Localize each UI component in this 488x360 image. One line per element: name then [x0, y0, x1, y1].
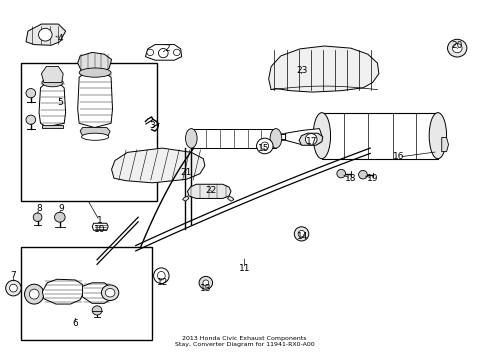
- Ellipse shape: [298, 230, 305, 238]
- Text: 19: 19: [366, 174, 378, 183]
- Polygon shape: [92, 223, 108, 230]
- Text: 2013 Honda Civic Exhaust Components
Stay, Converter Diagram for 11941-RX0-A00: 2013 Honda Civic Exhaust Components Stay…: [174, 336, 314, 347]
- Text: 17: 17: [306, 136, 317, 145]
- Text: 5: 5: [57, 98, 62, 107]
- Text: 12: 12: [156, 278, 168, 287]
- Polygon shape: [78, 53, 111, 74]
- Ellipse shape: [173, 49, 180, 55]
- Text: 14: 14: [296, 232, 307, 241]
- Ellipse shape: [157, 271, 165, 280]
- Polygon shape: [39, 82, 65, 127]
- Ellipse shape: [81, 133, 108, 140]
- Ellipse shape: [312, 113, 330, 159]
- Ellipse shape: [158, 49, 168, 58]
- Ellipse shape: [146, 49, 153, 55]
- Ellipse shape: [92, 306, 102, 315]
- Ellipse shape: [199, 276, 212, 289]
- Text: 23: 23: [296, 66, 307, 75]
- Ellipse shape: [24, 284, 44, 304]
- Polygon shape: [26, 24, 65, 45]
- Text: 18: 18: [345, 174, 356, 183]
- Ellipse shape: [294, 227, 308, 241]
- Text: 4: 4: [58, 34, 63, 43]
- Bar: [21, 247, 151, 339]
- Polygon shape: [111, 148, 204, 183]
- Text: 15: 15: [258, 144, 269, 153]
- Text: 1: 1: [97, 216, 102, 225]
- Ellipse shape: [358, 170, 366, 179]
- Polygon shape: [78, 73, 112, 127]
- Ellipse shape: [153, 268, 169, 283]
- Ellipse shape: [79, 68, 111, 77]
- Text: 2: 2: [164, 44, 170, 53]
- Ellipse shape: [105, 288, 115, 297]
- Ellipse shape: [54, 212, 65, 222]
- Ellipse shape: [451, 44, 461, 53]
- Ellipse shape: [42, 78, 63, 87]
- Polygon shape: [41, 67, 63, 82]
- Ellipse shape: [33, 213, 42, 221]
- Bar: [191, 129, 275, 148]
- Text: 11: 11: [238, 264, 250, 273]
- Ellipse shape: [10, 284, 17, 292]
- Text: 9: 9: [58, 204, 63, 213]
- Polygon shape: [80, 127, 110, 136]
- Polygon shape: [187, 184, 230, 198]
- Ellipse shape: [336, 169, 345, 178]
- Polygon shape: [268, 46, 378, 92]
- Polygon shape: [82, 283, 111, 303]
- Text: 21: 21: [181, 168, 192, 177]
- Ellipse shape: [203, 280, 208, 285]
- Ellipse shape: [305, 134, 316, 145]
- Text: 6: 6: [72, 319, 78, 328]
- Ellipse shape: [256, 138, 272, 154]
- Polygon shape: [182, 196, 188, 201]
- Ellipse shape: [29, 289, 39, 299]
- Ellipse shape: [428, 113, 446, 159]
- Text: 16: 16: [393, 153, 404, 162]
- Polygon shape: [285, 129, 321, 145]
- Ellipse shape: [6, 280, 21, 296]
- Polygon shape: [299, 133, 322, 145]
- Ellipse shape: [185, 129, 197, 148]
- Bar: [321, 113, 437, 159]
- Text: 7: 7: [11, 271, 16, 280]
- Polygon shape: [227, 196, 233, 201]
- Bar: [21, 63, 156, 201]
- Text: 8: 8: [36, 204, 42, 213]
- Ellipse shape: [101, 285, 119, 301]
- Ellipse shape: [39, 28, 52, 41]
- Ellipse shape: [269, 129, 281, 148]
- Polygon shape: [145, 45, 181, 60]
- Ellipse shape: [261, 142, 268, 150]
- Text: 13: 13: [200, 284, 211, 293]
- Polygon shape: [441, 138, 447, 152]
- Text: 22: 22: [204, 186, 216, 195]
- Polygon shape: [42, 125, 62, 127]
- Ellipse shape: [447, 39, 466, 57]
- Polygon shape: [42, 279, 84, 304]
- Ellipse shape: [26, 89, 36, 98]
- Ellipse shape: [26, 115, 36, 124]
- Text: 3: 3: [149, 121, 155, 130]
- Text: 20: 20: [450, 41, 462, 50]
- Text: 10: 10: [94, 225, 105, 234]
